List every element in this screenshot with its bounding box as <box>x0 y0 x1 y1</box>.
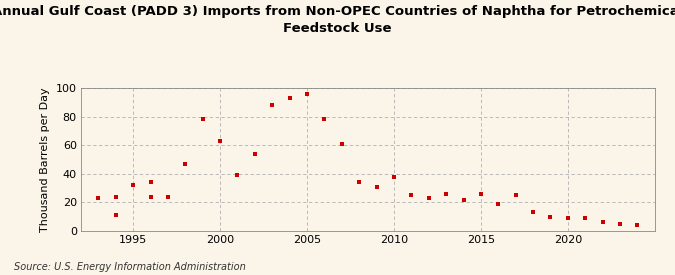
Point <box>232 173 243 177</box>
Point <box>389 174 400 179</box>
Point <box>528 210 539 214</box>
Point <box>319 117 330 122</box>
Point <box>93 196 104 200</box>
Point <box>128 183 138 188</box>
Point <box>145 194 156 199</box>
Point <box>510 193 521 197</box>
Point <box>580 216 591 220</box>
Point <box>336 142 347 146</box>
Point <box>493 202 504 206</box>
Point <box>93 196 104 200</box>
Point <box>267 103 277 107</box>
Point <box>545 214 556 219</box>
Point <box>406 193 416 197</box>
Point <box>111 194 122 199</box>
Point <box>180 162 191 166</box>
Point <box>197 117 208 122</box>
Point <box>614 222 625 226</box>
Point <box>111 213 122 218</box>
Point <box>371 185 382 189</box>
Point <box>458 197 469 202</box>
Point <box>145 180 156 185</box>
Point <box>441 192 452 196</box>
Text: Annual Gulf Coast (PADD 3) Imports from Non-OPEC Countries of Naphtha for Petroc: Annual Gulf Coast (PADD 3) Imports from … <box>0 6 675 34</box>
Text: Source: U.S. Energy Information Administration: Source: U.S. Energy Information Administ… <box>14 262 245 272</box>
Point <box>163 194 173 199</box>
Point <box>250 152 261 156</box>
Point <box>597 220 608 225</box>
Point <box>302 92 313 96</box>
Point <box>562 216 573 220</box>
Y-axis label: Thousand Barrels per Day: Thousand Barrels per Day <box>40 87 50 232</box>
Point <box>423 196 434 200</box>
Point <box>215 139 225 143</box>
Point <box>475 192 486 196</box>
Point <box>284 96 295 100</box>
Point <box>354 180 364 185</box>
Point <box>632 223 643 227</box>
